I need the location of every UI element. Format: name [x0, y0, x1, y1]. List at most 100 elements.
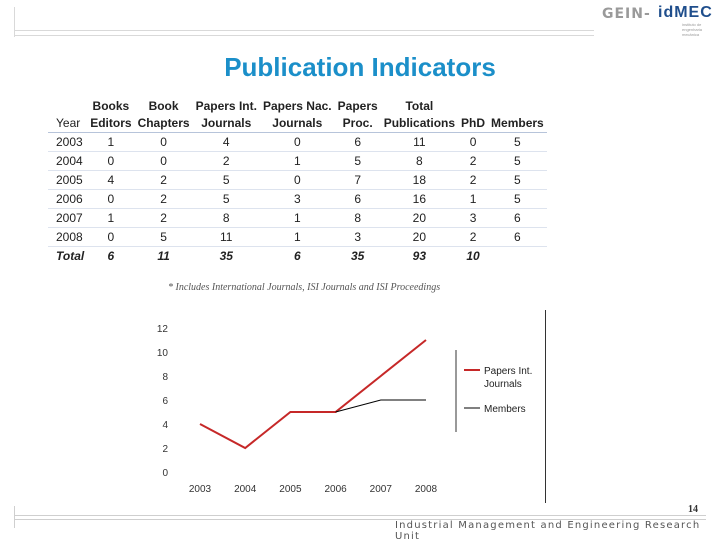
table-cell: 3 [458, 208, 489, 228]
table-cell: 5 [488, 151, 547, 171]
table-cell: 3 [334, 227, 381, 247]
total-cell: 11 [157, 249, 170, 263]
table-cell: 2 [458, 170, 489, 190]
table-cell: 0 [259, 132, 335, 152]
table-cell: 6 [488, 227, 547, 247]
footer-rule [14, 515, 706, 520]
x-tick-label: 2003 [189, 484, 212, 495]
table-cell: 16 [380, 189, 459, 209]
total-row: Total 6 11 35 6 35 93 10 [48, 247, 547, 266]
table-cell: 1 [87, 132, 135, 152]
table-row: 2007 1 2 8 1 8 20 3 6 [48, 208, 547, 228]
total-cell: 6 [107, 249, 115, 263]
table-cell: 5 [334, 151, 381, 171]
year-cell: 2008 [48, 227, 88, 247]
series-line-members [335, 399, 426, 413]
total-cell: 93 [412, 249, 427, 263]
table-cell: 2 [134, 170, 193, 190]
column-header: PhD [461, 116, 486, 130]
publication-table: Year Books Editors Book Chapters Papers In… [48, 98, 547, 265]
table-cell: 8 [334, 208, 381, 228]
table-cell: 5 [134, 227, 193, 247]
total-cell: 35 [350, 249, 365, 263]
y-tick-label: 12 [157, 324, 169, 335]
x-tick-label: 2006 [324, 484, 347, 495]
y-tick-label: 0 [162, 468, 168, 479]
y-tick-label: 4 [162, 420, 168, 431]
table-cell: 8 [380, 151, 459, 171]
table-cell: 6 [488, 208, 547, 228]
x-tick-label: 2008 [415, 484, 438, 495]
table-cell: 4 [192, 132, 260, 152]
y-tick-label: 2 [162, 444, 168, 455]
total-cell: 6 [293, 249, 301, 263]
table-row: 2005 4 2 5 0 7 18 2 5 [48, 170, 547, 190]
logo-gein-text: GEIN- [602, 6, 651, 22]
table-cell: 5 [192, 170, 260, 190]
legend-label: Journals [484, 379, 522, 390]
papers-members-line-chart: 0 2 4 6 8 10 12 2003 2004 2005 2006 2007 2008 Papers … [157, 324, 532, 495]
logo-subtitle: instituto de engenharia mecânica [682, 22, 703, 37]
table-row: 2008 0 5 11 1 3 20 2 6 [48, 227, 547, 247]
table-cell: 2 [458, 227, 489, 247]
table-cell: 3 [259, 189, 335, 209]
table-cell: 1 [259, 227, 335, 247]
table-body: 2003 1 0 4 0 6 11 0 5 2004 0 0 2 1 5 8 2 5 2005 4 2 5 0 7 18 2 5 20… [48, 132, 547, 266]
page-number: 14 [688, 504, 698, 515]
total-label: Total [56, 249, 85, 263]
table-cell: 11 [380, 132, 459, 152]
table-cell: 0 [87, 189, 135, 209]
table-cell: 2 [134, 208, 193, 228]
x-tick-label: 2007 [370, 484, 393, 495]
page-title: Publication Indicators [224, 52, 496, 82]
logo-idmec-text: idMEC [658, 4, 713, 21]
table-cell: 0 [87, 151, 135, 171]
y-tick-label: 6 [162, 396, 168, 407]
table-cell: 20 [380, 227, 459, 247]
footer-unit-name: Industrial Management and Engineering Re… [395, 520, 701, 542]
total-cell [488, 247, 547, 266]
column-header: Papers Int. Journals [195, 99, 257, 130]
table-cell: 2 [192, 151, 260, 171]
table-footnote: * Includes International Journals, ISI J… [168, 282, 441, 293]
table-cell: 5 [192, 189, 260, 209]
table-cell: 7 [334, 170, 381, 190]
y-tick-label: 8 [162, 372, 168, 383]
table-cell: 1 [259, 151, 335, 171]
table-row: 2003 1 0 4 0 6 11 0 5 [48, 132, 547, 152]
table-cell: 20 [380, 208, 459, 228]
column-header: Members [491, 116, 544, 130]
table-cell: 6 [334, 132, 381, 152]
table-cell: 4 [87, 170, 135, 190]
table-row: 2006 0 2 5 3 6 16 1 5 [48, 189, 547, 209]
header-rule [14, 30, 594, 36]
total-cell: 35 [219, 249, 233, 263]
legend-label: Papers Int. [484, 366, 532, 377]
footer-rule-tick [14, 506, 25, 528]
table-cell: 5 [488, 189, 547, 209]
table-cell: 18 [380, 170, 459, 190]
table-cell: 11 [192, 227, 260, 247]
column-header: Papers Nac. Journals [262, 99, 332, 130]
chart-divider-line [545, 310, 546, 503]
table-cell: 0 [134, 132, 193, 152]
header-rule-tick [14, 7, 25, 37]
table-cell: 1 [87, 208, 135, 228]
table-cell: 1 [458, 189, 489, 209]
table-cell: 6 [334, 189, 381, 209]
table-cell: 2 [458, 151, 489, 171]
x-tick-label: 2004 [234, 484, 257, 495]
total-cell: 10 [466, 249, 480, 263]
legend-label: Members [484, 404, 526, 415]
series-line-papers-int-journals [199, 339, 427, 450]
year-cell: 2004 [48, 151, 88, 171]
column-header: Book Chapters [137, 99, 190, 130]
year-cell: 2006 [48, 189, 88, 209]
column-header: Books Editors [90, 99, 132, 130]
table-cell: 0 [134, 151, 193, 171]
table-cell: 5 [488, 132, 547, 152]
year-cell: 2005 [48, 170, 88, 190]
table-row: 2004 0 0 2 1 5 8 2 5 [48, 151, 547, 171]
table-cell: 5 [488, 170, 547, 190]
table-header-row: Year Books Editors Book Chapters Papers In… [48, 98, 547, 133]
